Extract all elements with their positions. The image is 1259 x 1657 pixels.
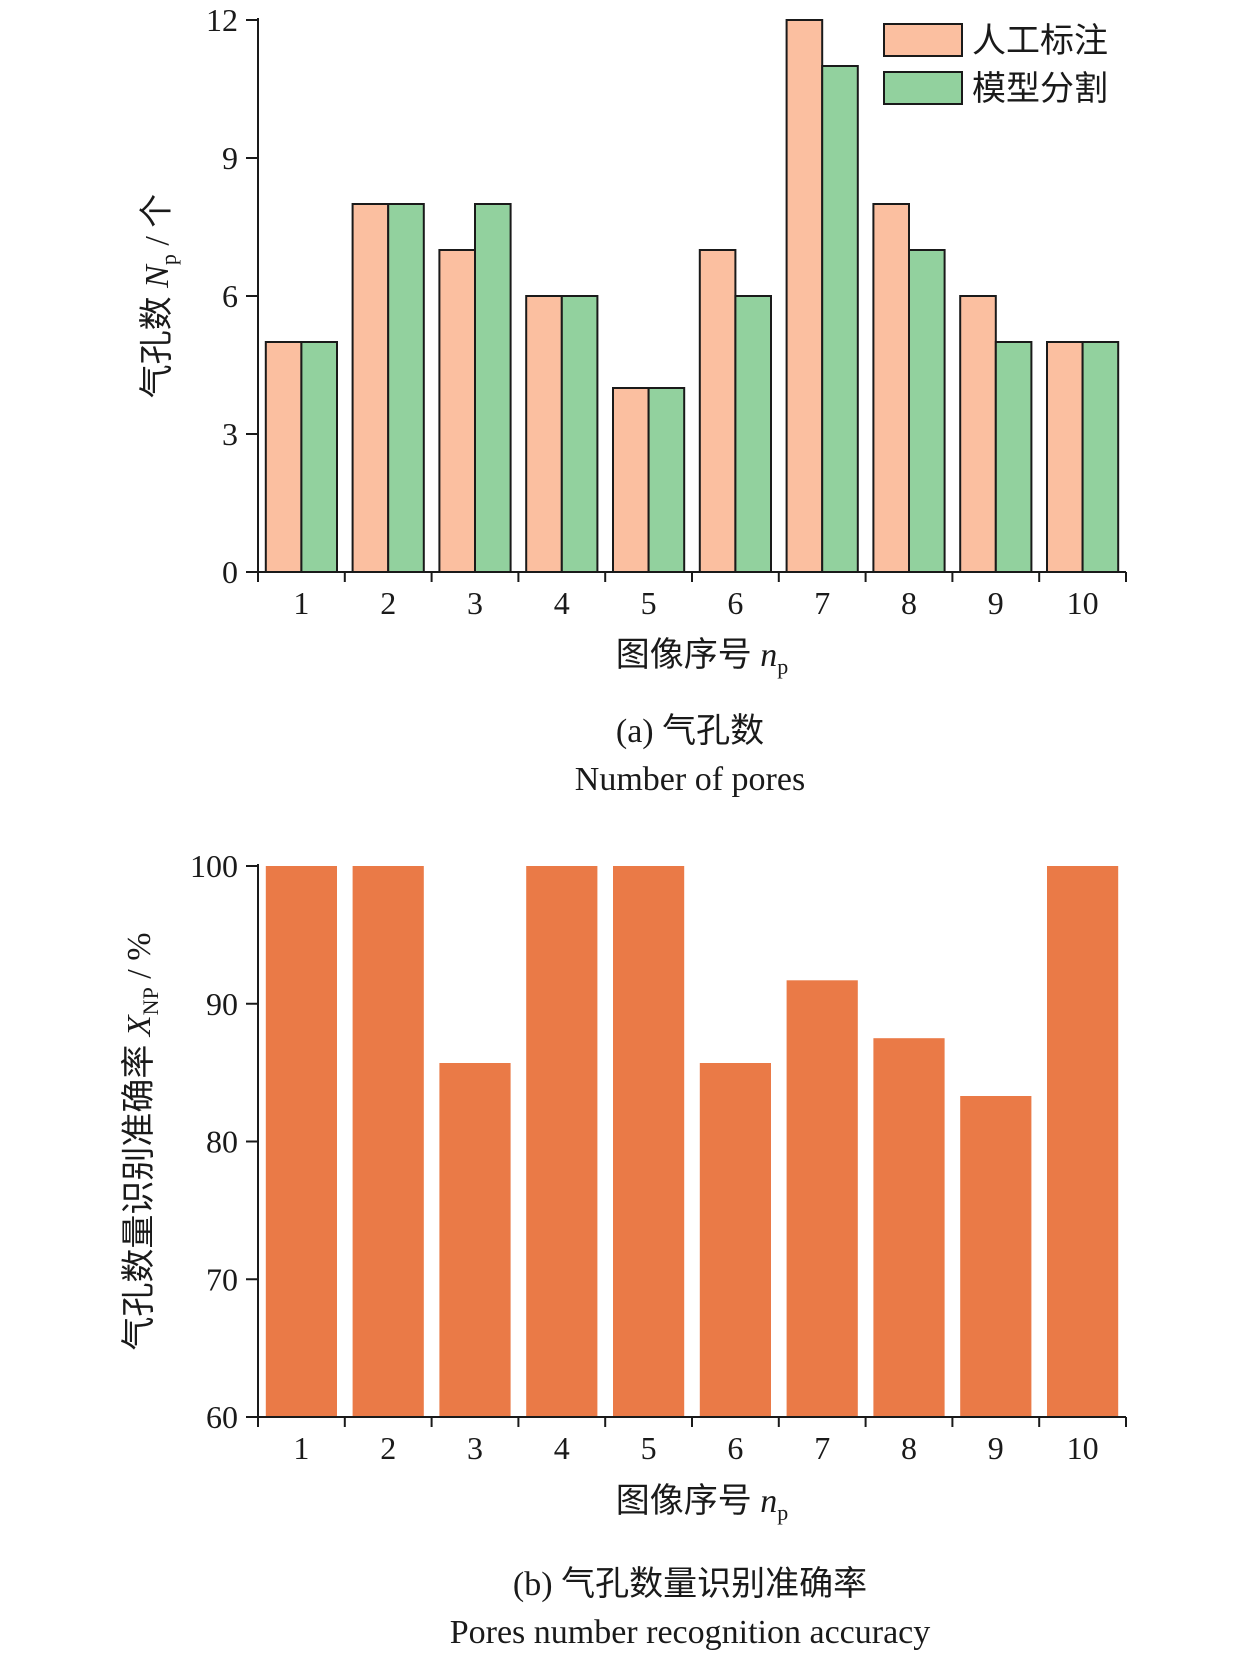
bar-a-s2-cat-7 [821,65,859,573]
panel-a-x-axis-label: 图像序号 np [616,636,789,679]
panel-a-caption-en: Number of pores [575,761,805,798]
panel-b-accuracy-chart: 60 70 80 90 100 1 2 3 4 5 6 7 8 9 10 气孔数量识别准确率 XNP / %… [120,848,1127,1651]
panel-a-bars [264,19,1120,573]
bar-a-s2-cat-1 [300,341,338,573]
legend-label-1: 人工标注 [972,22,1108,60]
x-tick-label: 4 [554,585,570,621]
x-tick-label: 10 [1067,585,1099,621]
y-tick-label: 0 [222,554,238,590]
y-tick-label: 70 [206,1261,238,1297]
bar-a-s1-cat-1 [264,341,303,573]
bar-a-s2-cat-8 [908,249,946,573]
bar-b-s1-cat-6 [699,1063,771,1417]
bar-a-s1-cat-2 [351,203,390,573]
x-tick-label: 3 [467,1430,483,1466]
bar-a-s2-cat-5 [647,387,686,573]
x-tick-label: 5 [641,585,657,621]
legend-label-2: 模型分割 [972,70,1108,108]
panel-b-caption-en: Pores number recognition accuracy [450,1614,931,1651]
x-tick-label: 8 [901,585,917,621]
x-tick-label: 7 [814,1430,830,1466]
y-tick-label: 90 [206,986,238,1022]
y-tick-label: 80 [206,1124,238,1160]
x-tick-label: 10 [1067,1430,1099,1466]
bar-a-s1-cat-7 [785,19,824,573]
bar-a-s1-cat-10 [1046,341,1084,573]
panel-b-caption-cn: (b) 气孔数量识别准确率 [513,1565,867,1603]
y-tick-label: 9 [222,140,238,176]
bar-b-s1-cat-9 [960,1096,1032,1417]
bar-a-s2-cat-4 [560,295,599,573]
panel-b-y-axis-label: 气孔数量识别准确率 XNP / % [120,932,163,1350]
panel-b-bars [265,866,1119,1417]
y-tick-label: 3 [222,416,238,452]
panel-a-y-axis-label: 气孔数 Np / 个 [138,194,181,399]
legend-swatch-1 [883,23,963,57]
y-tick-label: 100 [190,848,238,884]
bar-a-s1-cat-6 [698,249,737,573]
x-tick-label: 9 [988,1430,1004,1466]
bar-a-s2-cat-2 [387,203,425,573]
bar-b-s1-cat-4 [526,866,598,1417]
bar-a-s2-cat-3 [474,203,512,573]
x-tick-label: 3 [467,585,483,621]
bar-a-s1-cat-3 [438,249,476,573]
bar-a-s2-cat-10 [1081,341,1120,573]
bar-b-s1-cat-10 [1047,866,1119,1417]
x-tick-label: 6 [727,1430,743,1466]
x-tick-label: 5 [641,1430,657,1466]
bar-b-s1-cat-5 [613,866,685,1417]
y-tick-label: 60 [206,1399,238,1435]
x-tick-label: 1 [293,1430,309,1466]
bar-a-s2-cat-6 [734,295,773,573]
bar-a-s1-cat-9 [959,295,997,573]
bar-a-s1-cat-4 [525,295,563,573]
y-tick-label: 12 [206,2,238,38]
panel-b-axes: 60 70 80 90 100 1 2 3 4 5 6 7 8 9 10 [190,848,1127,1466]
x-tick-label: 4 [554,1430,570,1466]
x-tick-label: 2 [380,585,396,621]
bar-b-s1-cat-3 [439,1063,511,1417]
x-tick-label: 1 [293,585,309,621]
legend-swatch-2 [883,71,963,105]
bar-b-s1-cat-7 [786,980,858,1417]
y-tick-label: 6 [222,278,238,314]
bar-a-s1-cat-8 [872,203,911,573]
x-tick-label: 9 [988,585,1004,621]
x-tick-label: 8 [901,1430,917,1466]
bar-a-s1-cat-5 [612,387,650,573]
panel-a-caption-cn: (a) 气孔数 [616,712,764,750]
x-tick-label: 6 [727,585,743,621]
panel-b-x-axis-label: 图像序号 np [616,1482,789,1525]
x-tick-label: 7 [814,585,830,621]
bar-b-s1-cat-8 [873,1038,945,1417]
bar-b-s1-cat-2 [352,866,424,1417]
bar-a-s2-cat-9 [994,341,1033,573]
x-tick-label: 2 [380,1430,396,1466]
bar-b-s1-cat-1 [265,866,337,1417]
